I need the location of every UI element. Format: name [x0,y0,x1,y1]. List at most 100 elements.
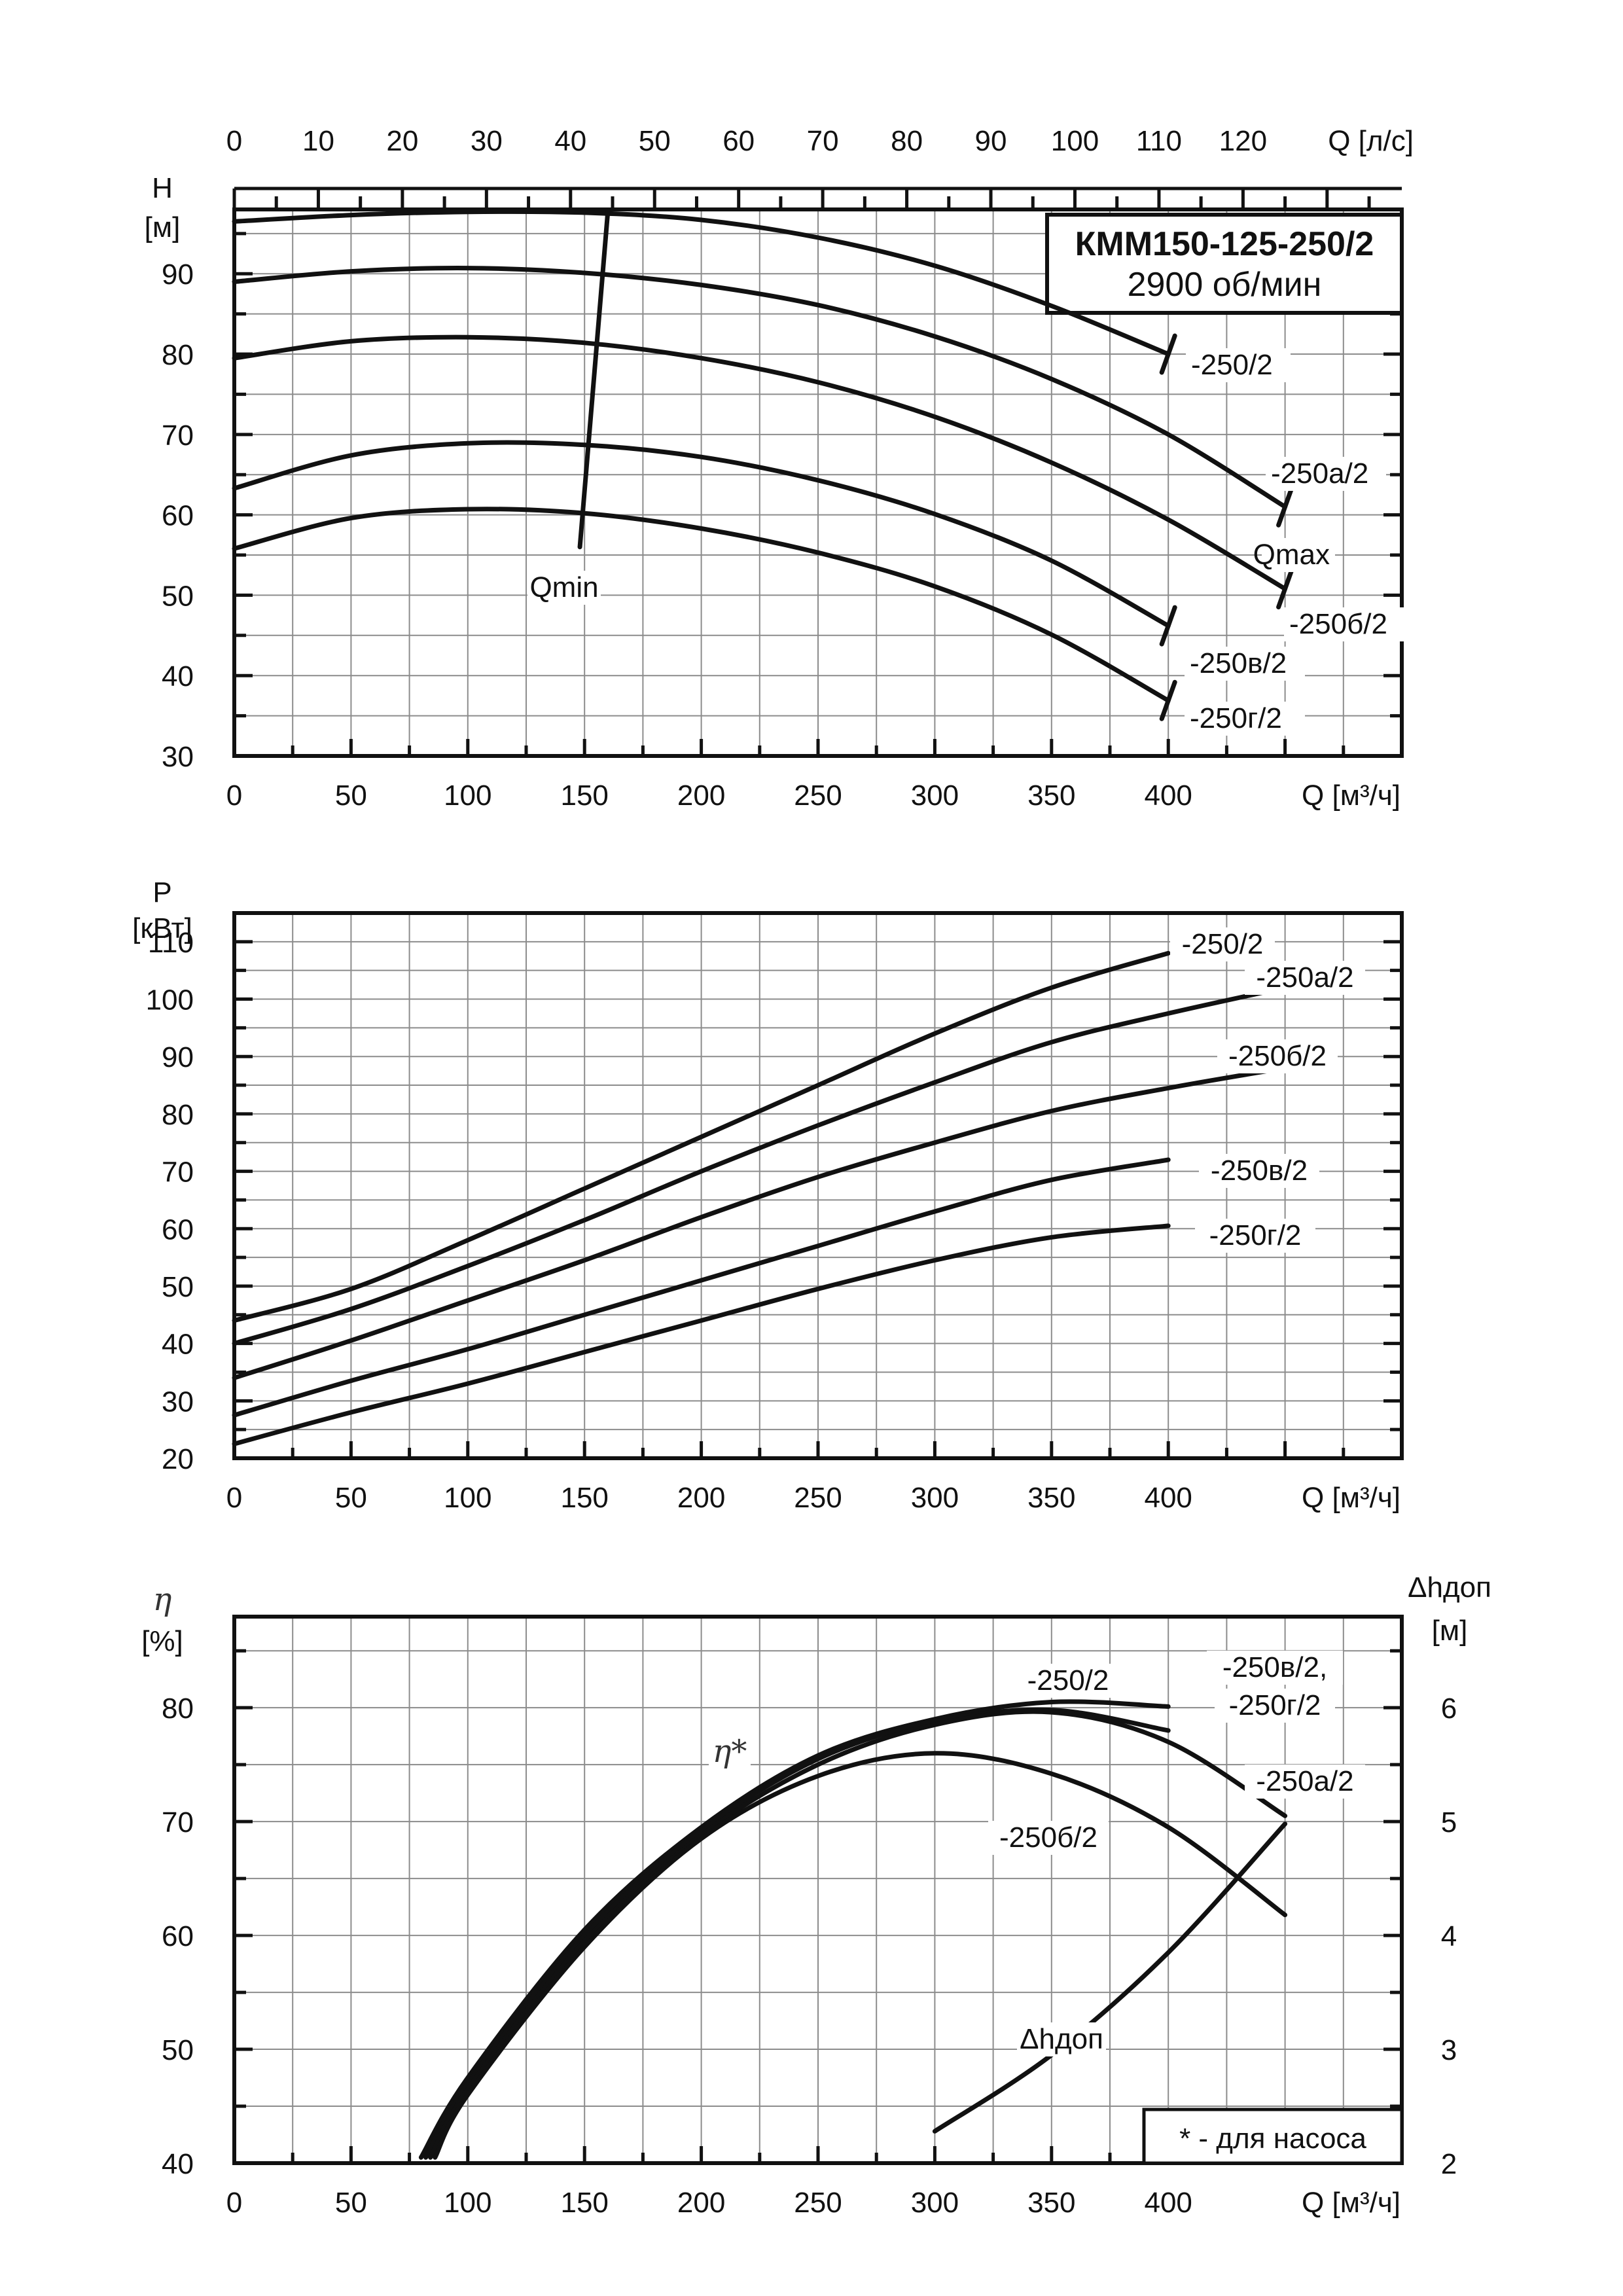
x-tick-label: 0 [226,780,242,812]
end-marker-250а-2 [1276,486,1294,528]
power-label-250б-2-group: -250б/2 [1217,1039,1338,1073]
y-axis-unit: [%] [141,1625,183,1657]
y-tick-label: 90 [162,259,194,291]
power-label-250г-2: -250г/2 [1209,1219,1302,1251]
head-curve-250г-2 [232,507,1171,703]
x2-tick-label: 80 [891,125,923,157]
y-axis-unit: [кВт] [132,912,192,944]
y-tick-label: 80 [162,1693,194,1725]
head-label-250а-2-group: -250а/2 [1266,457,1386,491]
x-axis-label: Q [м³/ч] [1302,2187,1400,2219]
y-tick-label: 60 [162,1920,194,1952]
power-label-250а-2-bg [1245,961,1365,995]
y-tick-label: 70 [162,1806,194,1839]
eff-label-250-2: -250/2 [1027,1664,1109,1696]
eff-label-250g-2-bg [1215,1689,1335,1723]
npsh-label-group: Δhдоп [1017,2022,1106,2056]
power-label-250в-2: -250в/2 [1211,1155,1308,1187]
legend-note: * - для насоса [1179,2123,1366,2155]
y2-tick-label: 3 [1441,2034,1457,2066]
x-tick-label: 100 [444,2187,491,2219]
title-box [1045,213,1404,315]
x2-tick-label: 120 [1219,125,1267,157]
qmin-line [577,208,611,550]
eff-curve-250а-2 [428,1709,1288,2160]
eff-curve-250б-2 [433,1751,1288,2160]
y-tick-label: 110 [148,927,194,959]
y-tick-label: 30 [162,1386,194,1418]
x2-tick-label: 40 [554,125,586,157]
head-label-250-2-bg [1186,348,1291,382]
power-label-250г-2-group: -250г/2 [1195,1219,1315,1253]
x-tick-label: 350 [1027,2187,1075,2219]
x2-tick-label: 50 [639,125,671,157]
eff-label-250a-2: -250а/2 [1256,1765,1353,1797]
x-axis-label: Q [м³/ч] [1302,780,1400,812]
x-tick-label: 300 [911,780,959,812]
power-label-250в-2-bg [1199,1154,1319,1188]
x-tick-label: 200 [677,2187,725,2219]
y2-axis-unit: [м] [1432,1615,1468,1647]
y2-axis-title: Δhдоп [1408,1571,1491,1604]
x2-tick-label: 20 [386,125,418,157]
power-label-250а-2: -250а/2 [1256,961,1353,994]
power-curve-250-2 [232,950,1171,1323]
y-tick-label: 60 [162,500,194,532]
power-label-250а-2-group: -250а/2 [1245,961,1365,995]
x-tick-label: 0 [226,2187,242,2219]
qmin-label-bg [527,571,601,605]
x-tick-label: 0 [226,1482,242,1514]
y-tick-label: 60 [162,1213,194,1246]
end-marker-250б-2 [1276,568,1294,610]
eff-label-250g-2-group: -250г/2 [1215,1689,1335,1723]
y-axis-title: H [152,172,173,204]
head-label-250в-2: -250в/2 [1190,647,1287,679]
head-label-250б-2-group: -250б/2 [1284,607,1404,641]
power-label-250г-2-bg [1195,1219,1315,1253]
y2-tick-label: 5 [1441,1806,1457,1839]
y-axis-title: η [153,1581,172,1618]
x2-tick-label: 30 [471,125,503,157]
eff-label-250b-2-bg [988,1821,1109,1855]
legend-note-box [1142,2108,1404,2165]
y-axis-title: P [152,876,171,908]
plot-1-axis-labels: 0 50 100 150 200 250 300 350 400 30 40 50 60 70 80 90 Q … [162,259,1400,812]
power-curve-250б-2 [232,1066,1288,1380]
y-tick-label: 30 [162,741,194,773]
eff-label-250-2-group: -250/2 [1016,1664,1120,1698]
eff-label-250-2-bg [1016,1664,1120,1698]
x-tick-label: 250 [794,1482,842,1514]
eta-star-label-group: η* [709,1733,751,1770]
power-label-250б-2-bg [1217,1039,1338,1073]
x2-tick-label: 110 [1136,125,1182,157]
y-tick-label: 50 [162,580,194,612]
x-axis-label: Q [м³/ч] [1302,1482,1400,1514]
eff-label-250v-2: -250в/2, [1222,1651,1327,1683]
x-tick-label: 300 [911,1482,959,1514]
x2-tick-label: 100 [1051,125,1099,157]
x-tick-label: 350 [1027,1482,1075,1514]
power-label-250-2-bg [1170,927,1275,961]
plot-3-frame [232,1615,1404,2165]
y-tick-label: 50 [162,1271,194,1303]
qmin-label: Qmin [529,571,598,603]
plot-2-axis-labels: 0 50 100 150 200 250 300 350 400 20 30 40 50 60 70 80 90… [146,927,1400,1514]
power-curve-250а-2 [232,985,1288,1346]
npsh-label: Δhдоп [1020,2023,1103,2055]
y2-tick-label: 2 [1441,2148,1457,2180]
y-tick-label: 50 [162,2034,194,2066]
y2-tick-label: 6 [1441,1693,1457,1725]
plot-3-axis-labels: 0 50 100 150 200 250 300 350 400 40 50 60 70 80 Q [м³/… [162,1693,1400,2219]
head-label-250г-2: -250г/2 [1190,702,1282,734]
head-curve-250-2 [232,209,1171,357]
eff-label-250a-2-group: -250а/2 [1245,1765,1365,1799]
x-tick-label: 350 [1027,780,1075,812]
plot-2-frame [232,911,1404,1460]
eff-label-250v-2-bg [1207,1651,1343,1685]
qmax-label-group: Qmax [1253,538,1335,572]
plot-2-content: P [кВт] -250/2-250а/2 -250б/2 -250в/2 -250г/2 [132,876,1365,1446]
y2-tick-label: 4 [1441,1920,1457,1952]
power-label-250-2-group: -250/2 [1170,927,1275,961]
